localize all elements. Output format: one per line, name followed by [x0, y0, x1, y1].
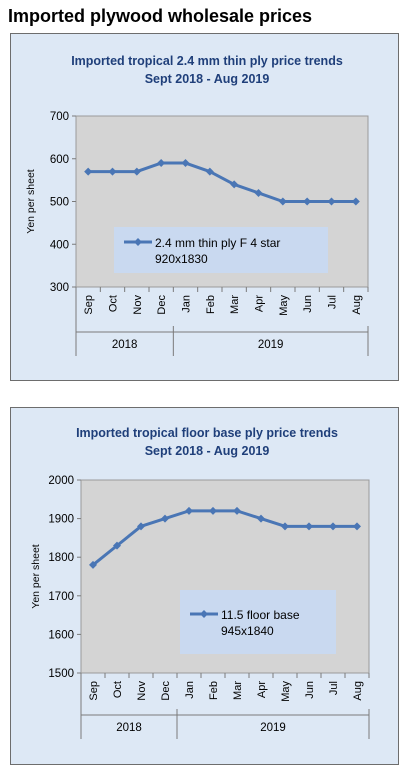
data-point — [303, 197, 312, 206]
data-point — [233, 506, 241, 515]
legend-label: 920x1830 — [155, 252, 208, 266]
chart-title: Imported tropical 2.4 mm thin ply price … — [71, 54, 343, 68]
y-tick-label: 500 — [50, 197, 69, 209]
data-point — [113, 541, 121, 550]
x-tick-label: Oct — [112, 681, 124, 698]
chart-subtitle: Sept 2018 - Aug 2019 — [145, 72, 270, 86]
data-point — [84, 167, 93, 176]
y-tick-label: 1700 — [48, 591, 74, 603]
data-point — [257, 514, 265, 523]
y-tick-label: 1600 — [48, 629, 74, 641]
x-tick-label: Jul — [327, 295, 339, 309]
y-tick-label: 1500 — [48, 668, 74, 680]
y-axis-label: Yen per sheet — [25, 169, 37, 233]
y-tick-label: 700 — [50, 111, 69, 123]
x-tick-label: May — [278, 295, 290, 316]
legend-box — [180, 590, 336, 654]
data-point — [305, 522, 313, 531]
y-tick-label: 1900 — [48, 514, 74, 526]
data-point — [329, 522, 337, 531]
legend-marker — [200, 610, 208, 618]
data-point — [209, 506, 217, 515]
data-point — [137, 522, 145, 531]
year-label: 2019 — [258, 339, 284, 351]
floor-base-chart: Imported tropical floor base ply price t… — [30, 426, 370, 739]
x-tick-label: Dec — [156, 295, 168, 315]
data-point — [281, 522, 289, 531]
data-point — [351, 197, 360, 206]
data-point — [89, 560, 97, 569]
x-tick-label: Sep — [88, 681, 100, 701]
x-tick-label: Nov — [132, 295, 144, 315]
legend-label: 11.5 floor base — [221, 608, 300, 622]
chart-panel-thin-ply: Imported tropical 2.4 mm thin ply price … — [10, 33, 399, 381]
y-tick-label: 2000 — [48, 475, 74, 487]
x-tick-label: Oct — [108, 295, 120, 312]
x-tick-label: Jun — [304, 681, 316, 699]
chart-title: Imported tropical floor base ply price t… — [76, 426, 338, 440]
data-point — [278, 197, 287, 206]
year-label: 2018 — [112, 339, 138, 351]
chart-subtitle: Sept 2018 - Aug 2019 — [145, 444, 270, 458]
data-point — [132, 167, 141, 176]
y-tick-label: 1800 — [48, 552, 74, 564]
data-point — [254, 188, 263, 197]
data-point — [181, 159, 190, 168]
x-tick-label: Nov — [136, 681, 148, 701]
legend-marker — [134, 238, 142, 246]
year-label: 2019 — [260, 722, 286, 734]
thin-ply-chart: Imported tropical 2.4 mm thin ply price … — [25, 54, 369, 356]
x-tick-label: Jun — [302, 295, 314, 313]
data-point — [327, 197, 336, 206]
data-point — [157, 159, 166, 168]
legend-label: 2.4 mm thin ply F 4 star — [155, 236, 280, 250]
x-tick-label: Dec — [160, 681, 172, 701]
data-point — [161, 514, 169, 523]
x-tick-label: Mar — [229, 295, 241, 314]
year-label: 2018 — [116, 722, 142, 734]
series-line — [92, 509, 357, 567]
y-tick-label: 600 — [50, 154, 69, 166]
x-tick-label: Jan — [181, 295, 193, 313]
x-tick-label: Mar — [232, 681, 244, 700]
x-tick-label: Feb — [205, 295, 217, 314]
x-tick-label: Sep — [83, 295, 95, 315]
x-tick-label: Jul — [328, 681, 340, 695]
data-point — [185, 506, 193, 515]
x-tick-label: Aug — [352, 681, 364, 701]
legend-box — [114, 227, 328, 273]
series-line — [88, 161, 356, 203]
data-point — [205, 167, 214, 176]
x-tick-label: May — [280, 681, 292, 702]
page-title: Imported plywood wholesale prices — [8, 6, 313, 26]
x-tick-label: Apr — [256, 681, 268, 698]
y-axis-label: Yen per sheet — [30, 544, 42, 608]
data-point — [108, 167, 117, 176]
x-tick-label: Jan — [184, 681, 196, 699]
x-tick-label: Aug — [351, 295, 363, 315]
y-tick-label: 400 — [50, 239, 69, 251]
data-point — [230, 180, 239, 189]
x-tick-label: Apr — [254, 295, 266, 312]
legend-label: 945x1840 — [221, 624, 274, 638]
data-point — [353, 522, 361, 531]
x-tick-label: Feb — [208, 681, 220, 700]
y-tick-label: 300 — [50, 282, 69, 294]
chart-panel-floor-base: Imported tropical floor base ply price t… — [10, 407, 399, 765]
